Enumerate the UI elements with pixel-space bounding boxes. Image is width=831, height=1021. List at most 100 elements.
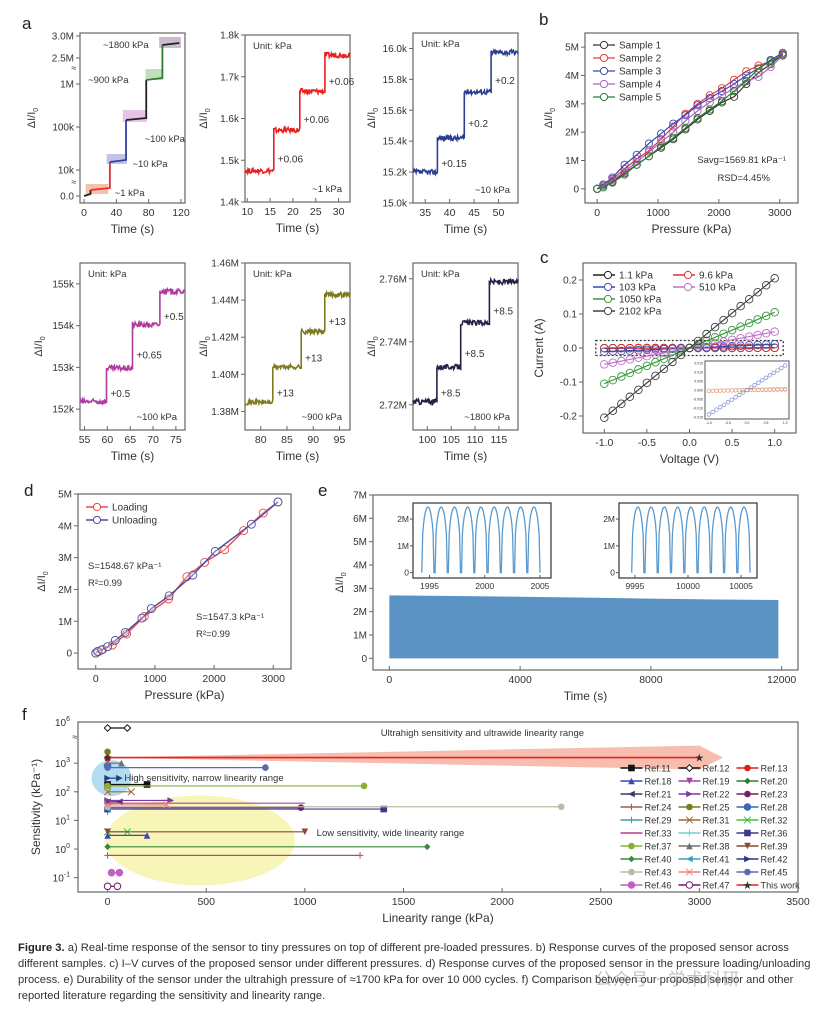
data-point bbox=[761, 281, 771, 290]
legend-label: Ref.39 bbox=[760, 842, 787, 852]
series-line-sample-4 bbox=[596, 55, 784, 190]
data-point bbox=[761, 340, 771, 349]
legend-marker bbox=[599, 66, 609, 76]
y-tick-label: 154k bbox=[52, 321, 75, 332]
y-axis-label: ΔI/I0 bbox=[366, 108, 380, 129]
pressure-annotation: ~1 kPa bbox=[115, 188, 146, 199]
y-tick-label: 3M bbox=[58, 553, 72, 564]
data-point bbox=[103, 642, 113, 652]
y-tick-label-break: 106 bbox=[55, 716, 70, 729]
inset-x-tick-label: 10005 bbox=[729, 581, 753, 591]
legend-label: 9.6 kPa bbox=[699, 271, 733, 282]
figure-caption: Figure 3. a) Real-time response of the s… bbox=[18, 940, 818, 1004]
data-point bbox=[137, 613, 147, 623]
y-tick-label: 15.2k bbox=[383, 168, 408, 179]
x-tick-label: 65 bbox=[124, 434, 136, 446]
data-point bbox=[693, 113, 702, 123]
data-point bbox=[651, 345, 660, 354]
legend-label: Ref.44 bbox=[702, 868, 729, 878]
legend-marker bbox=[599, 79, 609, 89]
step-label: +8.5 bbox=[465, 349, 485, 360]
y-tick-label: 2.72M bbox=[379, 400, 407, 411]
y-tick-label: 15.4k bbox=[383, 137, 408, 148]
legend-label: This work bbox=[760, 881, 800, 891]
legend-marker bbox=[628, 803, 635, 811]
step-label: +0.15 bbox=[441, 159, 467, 170]
y-axis-label-text: ΔI/I0 bbox=[33, 336, 47, 357]
ref-marker bbox=[116, 798, 123, 806]
inset-y-tick: -0.010 bbox=[693, 407, 703, 411]
plot-frame-a4 bbox=[79, 262, 186, 431]
ref-marker bbox=[104, 852, 111, 859]
x-tick-label: 500 bbox=[197, 896, 215, 908]
legend-marker bbox=[744, 764, 751, 772]
series-segment bbox=[109, 120, 127, 163]
inset-y-tick-label: 2M bbox=[603, 514, 615, 524]
y-axis-label-text: ΔI/I0 bbox=[366, 336, 380, 357]
data-point bbox=[744, 318, 754, 328]
ref-marker bbox=[143, 832, 151, 839]
plot-frame-a2 bbox=[244, 34, 351, 203]
series-line-a6 bbox=[412, 276, 519, 407]
data-point bbox=[608, 406, 618, 415]
inset-point bbox=[729, 397, 734, 402]
data-point bbox=[770, 327, 779, 336]
subscript: 0 bbox=[205, 108, 212, 112]
step-label: +0.5 bbox=[110, 389, 130, 400]
data-point bbox=[702, 336, 711, 346]
data-point bbox=[744, 343, 754, 353]
data-point bbox=[608, 375, 618, 385]
subscript: 0 bbox=[550, 108, 557, 112]
pressure-annotation: ~10 kPa bbox=[132, 159, 168, 170]
legend-label: Ref.45 bbox=[760, 868, 787, 878]
legend-label: Ref.11 bbox=[644, 764, 670, 774]
exponent: -1 bbox=[64, 872, 70, 879]
plot-frame-a3 bbox=[412, 32, 519, 204]
data-point bbox=[669, 128, 678, 137]
y-tick-label: 1M bbox=[353, 631, 367, 642]
y-tick-label: 1.7k bbox=[220, 72, 240, 83]
ref-marker bbox=[103, 788, 112, 796]
data-point bbox=[625, 343, 635, 353]
unit-label: Unit: kPa bbox=[253, 269, 292, 280]
y-tick-label: 4M bbox=[353, 561, 367, 572]
legend-label: Ref.41 bbox=[702, 855, 729, 865]
exponent: 1 bbox=[66, 814, 70, 821]
panel-letter-c: c bbox=[540, 248, 549, 267]
sensitivity-annotation: Savg=1569.81 kPa⁻¹ bbox=[697, 155, 786, 166]
inset-y-tick: -0.015 bbox=[693, 416, 703, 420]
legend-marker: ★ bbox=[743, 880, 753, 892]
y-tick-label: 1.46M bbox=[211, 259, 239, 270]
inset-point bbox=[756, 380, 761, 385]
ref-marker bbox=[423, 843, 431, 851]
pressure-annotation: ~100 kPa bbox=[145, 134, 186, 145]
y-tick-label: 0.1 bbox=[563, 310, 577, 321]
legend-marker bbox=[685, 881, 694, 889]
y-axis-label: Sensitivity (kPa⁻¹) bbox=[29, 759, 43, 855]
x-axis-label: Time (s) bbox=[444, 449, 488, 463]
inset-x-tick: 1.0 bbox=[783, 421, 788, 425]
y-tick-label: 15.0k bbox=[383, 199, 408, 210]
legend-marker bbox=[628, 790, 635, 798]
legend-marker bbox=[686, 790, 693, 798]
y-tick-label: 2M bbox=[58, 585, 72, 596]
legend-label: Ref.36 bbox=[760, 829, 787, 839]
x-tick-label: 1000 bbox=[646, 207, 670, 219]
subscript: 0 bbox=[373, 108, 380, 112]
data-point bbox=[593, 184, 602, 193]
step-label: +8.5 bbox=[493, 306, 513, 317]
data-point bbox=[632, 160, 641, 169]
y-tick-label: 3.0M bbox=[52, 32, 74, 43]
exponent: 6 bbox=[66, 716, 70, 723]
inset-x-tick-label: 2005 bbox=[530, 581, 549, 591]
y-tick-label: -0.2 bbox=[560, 412, 578, 423]
x-tick-label: 15 bbox=[264, 206, 276, 218]
ref-marker bbox=[143, 781, 151, 788]
series-line-a3 bbox=[412, 48, 519, 177]
data-point bbox=[753, 343, 762, 353]
data-point bbox=[770, 343, 779, 352]
data-point bbox=[770, 308, 779, 317]
x-axis-label: Pressure (kPa) bbox=[651, 222, 731, 236]
data-point bbox=[625, 346, 635, 355]
inset-x-tick: -0.5 bbox=[725, 421, 731, 425]
